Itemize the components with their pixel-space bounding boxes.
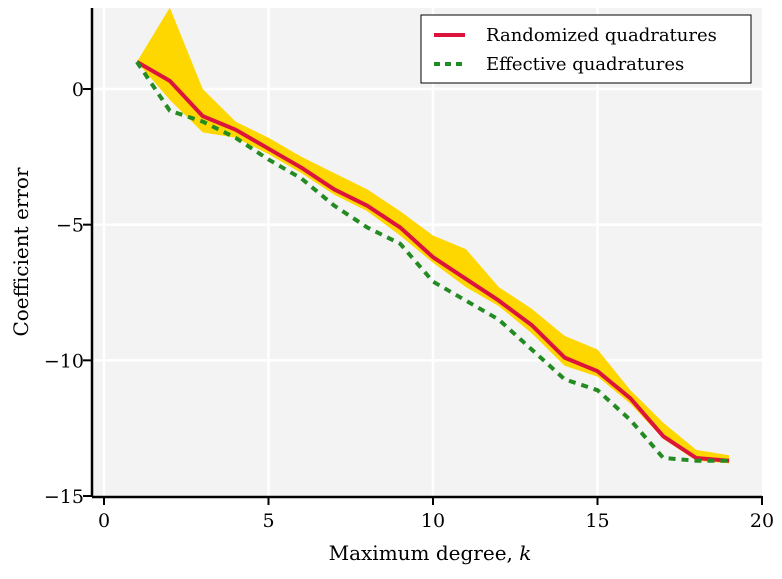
x-tick-label: 0	[98, 510, 110, 532]
series-line-effective	[135, 60, 730, 463]
legend: Randomized quadratures Effective quadrat…	[420, 14, 752, 84]
error-band	[136, 8, 730, 464]
legend-label-randomized: Randomized quadratures	[486, 25, 717, 46]
series-line-randomized	[135, 60, 730, 463]
y-tick-label: 0	[72, 79, 84, 101]
x-tick-label: 15	[585, 510, 609, 532]
legend-box	[420, 14, 752, 84]
legend-label-effective: Effective quadratures	[486, 54, 684, 75]
x-tick-label: 5	[262, 510, 274, 532]
x-tick-label: 10	[421, 510, 445, 532]
x-tick-label: 20	[750, 510, 774, 532]
y-tick-label: −15	[44, 486, 84, 508]
x-axis-label: Maximum degree, k	[329, 541, 532, 565]
y-axis-label: Coefficient error	[9, 167, 33, 336]
y-tick-label: −5	[56, 215, 84, 237]
axes: 0 5 10 15 20 0 −5 −10 −15	[44, 8, 774, 532]
y-tick-label: −10	[44, 350, 84, 372]
